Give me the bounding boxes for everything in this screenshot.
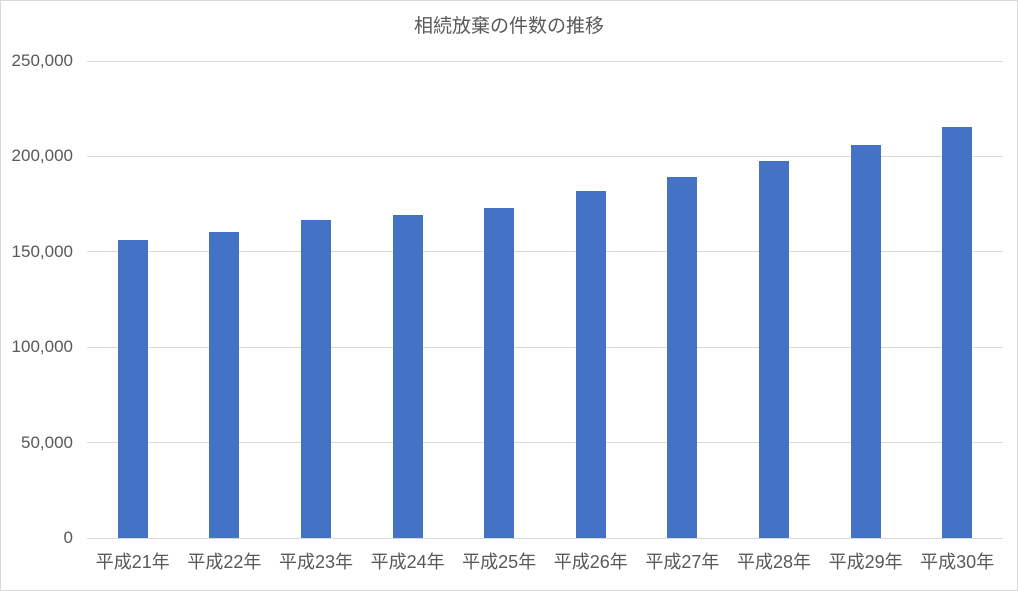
x-tick-label: 平成28年 [736, 552, 812, 572]
gridline [87, 346, 1003, 348]
bar-平成21年 [117, 239, 148, 538]
bar-平成23年 [301, 220, 331, 538]
x-tick-label: 平成22年 [187, 552, 262, 572]
x-tick-label: 平成21年 [95, 552, 170, 572]
x-tick-label: 平成30年 [920, 552, 995, 572]
gridline [87, 60, 1003, 62]
y-tick-label: 100,000 [11, 337, 73, 357]
x-tick-label: 平成25年 [462, 552, 537, 572]
bar-平成25年 [484, 208, 515, 538]
gridline [87, 251, 1003, 253]
y-tick-label: 250,000 [11, 51, 73, 70]
y-tick-label: 150,000 [11, 241, 73, 261]
bar-平成24年 [392, 214, 423, 538]
bar-平成30年 [942, 127, 973, 538]
y-tick-label: 50,000 [21, 432, 73, 452]
bar-平成27年 [667, 176, 698, 538]
x-tick-label: 平成24年 [370, 552, 445, 572]
x-tick-label: 平成26年 [553, 552, 628, 572]
gridline [87, 442, 1003, 444]
x-tick-label: 平成27年 [645, 552, 720, 572]
y-tick-label: 0 [63, 528, 73, 547]
x-axis-line [87, 537, 1003, 539]
x-tick-label: 平成23年 [278, 552, 354, 572]
bar-平成29年 [850, 145, 881, 538]
bar-平成22年 [209, 232, 240, 538]
bar-平成26年 [575, 190, 606, 538]
chart-title: 相続放棄の件数の推移 [413, 16, 604, 37]
plot-area [87, 60, 1003, 539]
bar-平成28年 [759, 160, 789, 538]
y-tick-label: 200,000 [11, 146, 73, 166]
x-tick-label: 平成29年 [828, 552, 903, 572]
gridline [87, 155, 1003, 157]
